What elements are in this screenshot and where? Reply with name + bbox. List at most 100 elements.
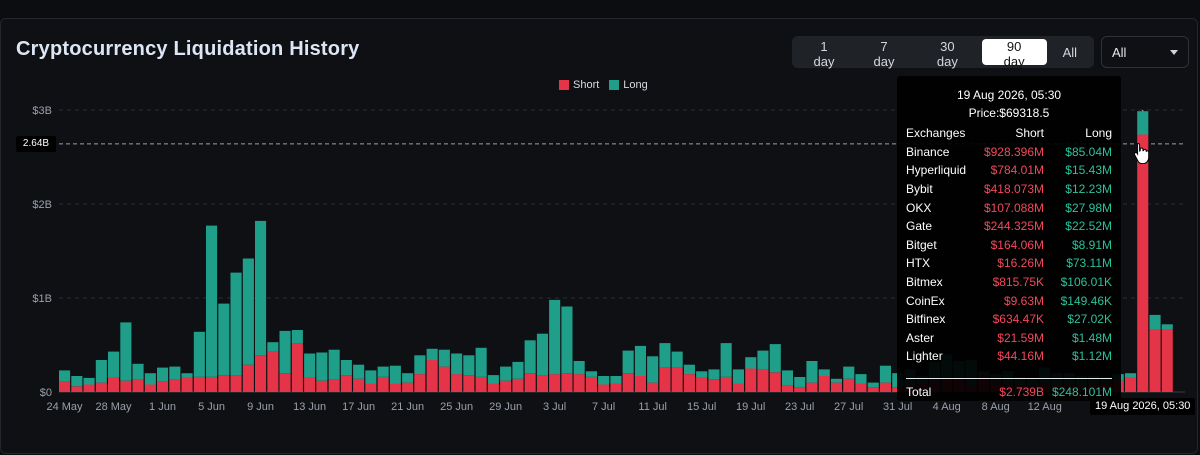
range-90-day-button[interactable]: 90 day (981, 39, 1047, 69)
tooltip-long-value: $15.43M (1065, 163, 1112, 178)
tooltip-exchange-name: Bybit (906, 182, 933, 197)
bar-long (181, 373, 193, 378)
range-all-button[interactable]: All (1049, 39, 1091, 65)
bar-long (659, 343, 671, 368)
bar-long (71, 376, 83, 387)
bar-short (267, 351, 279, 392)
tooltip-short-value: $634.47K (992, 312, 1044, 327)
bar-short (524, 373, 536, 392)
tooltip-header-row: Exchanges Short Long (906, 124, 1112, 143)
bar-long (585, 371, 597, 377)
legend-item-long[interactable]: Long (609, 79, 648, 91)
bar-short (193, 377, 205, 392)
legend-item-short[interactable]: Short (559, 79, 599, 91)
bar-long (328, 349, 340, 380)
x-tick-label: 7 Jul (592, 401, 615, 413)
y-tick-label: $0 (40, 387, 52, 399)
bar-short (647, 382, 659, 392)
bar-short (843, 378, 855, 392)
exchange-select[interactable]: All (1101, 36, 1189, 68)
cursor-date-tag: 19 Aug 2026, 05:30 (1090, 398, 1196, 415)
x-tick-label: 4 Aug (933, 401, 961, 413)
range-1-day-button[interactable]: 1 day (795, 39, 853, 69)
y-tick-label: $3B (32, 105, 52, 117)
bar-long (120, 322, 132, 381)
chart-legend: Short Long (559, 79, 648, 91)
tooltip-long-value: $8.91M (1071, 237, 1112, 252)
bar-short (879, 382, 891, 392)
bar-long (402, 373, 414, 383)
tooltip-long-value: $27.02K (1067, 312, 1112, 327)
tooltip-short-value: $418.073M (983, 182, 1044, 197)
bar-long (414, 355, 426, 375)
tooltip-exchange-name: Aster (906, 330, 935, 345)
bar-short (402, 382, 414, 392)
bar-long (610, 376, 622, 384)
x-tick-label: 5 Jun (198, 401, 225, 413)
hand-pointer-icon (1133, 142, 1149, 164)
bar-long (475, 347, 487, 377)
bar-long (524, 340, 536, 374)
bar-short (598, 384, 610, 392)
x-tick-label: 31 Jul (883, 401, 912, 413)
bar-short (573, 374, 585, 392)
bar-long (206, 225, 218, 377)
bar-short (132, 379, 144, 392)
x-tick-label: 9 Jun (247, 401, 274, 413)
range-7-day-button[interactable]: 7 day (855, 39, 913, 69)
bar-long (169, 366, 181, 380)
bar-long (365, 370, 377, 384)
bar-long (389, 365, 401, 384)
tooltip-header-exchanges: Exchanges (906, 126, 966, 141)
bar-short (304, 377, 316, 392)
legend-label-long: Long (623, 79, 648, 91)
page-title: Cryptocurrency Liquidation History (16, 38, 360, 60)
bar-long (867, 382, 879, 388)
bar-long (267, 342, 279, 352)
bar-long (561, 306, 573, 374)
bar-long (463, 355, 475, 375)
bar-long (377, 366, 389, 377)
bar-short (585, 377, 597, 392)
bar-long (83, 377, 95, 385)
bar-long (708, 369, 720, 380)
bar-short (634, 376, 646, 392)
bar-short (328, 379, 340, 392)
tooltip-date: 19 Aug 2026, 05:30 (956, 88, 1062, 102)
tooltip-long-value: $106.01K (1060, 275, 1112, 290)
bar-long (218, 303, 230, 375)
tooltip-exchange-row: CoinEx $9.63M $149.46K (906, 291, 1112, 310)
tooltip-exchange-name: CoinEx (906, 293, 945, 308)
tooltip-long-value: $22.52M (1065, 219, 1112, 234)
x-tick-label: 3 Jul (543, 401, 566, 413)
bar-short (867, 387, 879, 392)
tooltip-exchange-row: OKX $107.088M $27.98M (906, 198, 1112, 217)
bar-short (157, 381, 169, 392)
bar-long (1149, 314, 1161, 330)
tooltip-exchange-name: Gate (906, 219, 933, 234)
x-tick-label: 19 Jul (736, 401, 765, 413)
range-30-day-button[interactable]: 30 day (915, 39, 980, 69)
bar-short (475, 377, 487, 392)
bar-long (879, 365, 891, 383)
bar-short (414, 374, 426, 392)
bar-short (255, 355, 267, 392)
bar-long (59, 370, 71, 382)
x-tick-label: 23 Jul (785, 401, 814, 413)
bar-long (304, 353, 316, 378)
bar-short (1161, 330, 1173, 392)
bar-long (818, 369, 830, 376)
bar-short (757, 369, 769, 392)
bar-long (671, 351, 683, 368)
bar-short (181, 377, 193, 392)
bar-long (573, 361, 585, 375)
bar-long (598, 376, 610, 385)
tooltip-short-value: $784.01M (990, 163, 1044, 178)
bar-short (1149, 330, 1161, 392)
tooltip-long-value: $1.12M (1071, 349, 1112, 364)
bar-long (683, 364, 695, 375)
x-tick-label: 25 Jun (440, 401, 473, 413)
bar-short (389, 383, 401, 392)
x-tick-label: 28 May (95, 401, 132, 413)
